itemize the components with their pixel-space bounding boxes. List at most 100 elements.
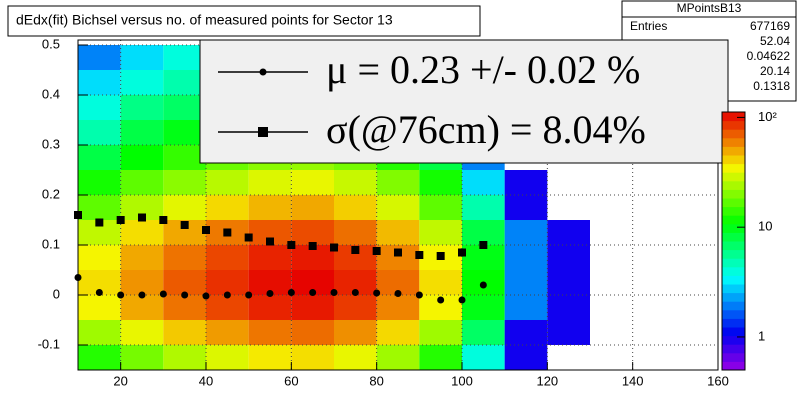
data-point bbox=[138, 213, 146, 222]
heatmap-cell bbox=[291, 220, 334, 245]
heatmap-cell bbox=[462, 245, 505, 270]
data-point bbox=[181, 291, 189, 299]
data-point bbox=[308, 242, 317, 250]
heatmap-cell bbox=[504, 320, 548, 345]
heatmap-cell bbox=[462, 220, 505, 245]
data-point bbox=[202, 292, 210, 300]
data-point bbox=[180, 221, 189, 229]
heatmap-cell bbox=[78, 345, 121, 370]
heatmap-cell bbox=[504, 220, 548, 245]
heatmap-cell bbox=[504, 295, 548, 320]
legend-marker bbox=[258, 127, 268, 137]
x-tick-label: 60 bbox=[284, 373, 298, 388]
stats-value: 0.1318 bbox=[753, 79, 790, 93]
heatmap-cell bbox=[78, 295, 121, 320]
heatmap-cell bbox=[163, 195, 206, 220]
heatmap-cell bbox=[206, 195, 249, 220]
heatmap-cell bbox=[206, 320, 249, 345]
heatmap-cell bbox=[163, 45, 206, 70]
heatmap-cell bbox=[376, 295, 420, 320]
heatmap-cell bbox=[334, 345, 377, 370]
y-tick-label: 0.5 bbox=[42, 36, 60, 51]
data-point bbox=[266, 237, 274, 246]
data-point bbox=[394, 248, 402, 257]
color-bar-band bbox=[722, 327, 745, 337]
heatmap-cell bbox=[547, 320, 590, 345]
color-bar-band bbox=[722, 258, 745, 268]
title-box bbox=[7, 5, 481, 37]
heatmap-cell bbox=[419, 170, 462, 195]
color-bar-band bbox=[722, 172, 745, 182]
heatmap-cell bbox=[78, 95, 121, 120]
data-point bbox=[159, 290, 167, 298]
heatmap-cell bbox=[78, 245, 121, 270]
z-tick-label: 10 bbox=[758, 219, 772, 234]
heatmap-cell bbox=[334, 170, 377, 195]
stats-label: Entries bbox=[630, 19, 667, 33]
heatmap-cell bbox=[547, 295, 590, 320]
color-bar-band bbox=[722, 146, 745, 156]
heatmap-cell bbox=[163, 145, 206, 170]
color-bar-band bbox=[722, 223, 745, 233]
y-tick-label: 0.4 bbox=[42, 86, 60, 101]
legend-marker bbox=[259, 68, 267, 76]
heatmap-cell bbox=[376, 195, 420, 220]
color-bar-band bbox=[722, 129, 745, 139]
x-tick-label: 140 bbox=[622, 373, 644, 388]
color-bar-band bbox=[722, 232, 745, 242]
heatmap-cell bbox=[78, 145, 121, 170]
data-point bbox=[458, 248, 466, 257]
heatmap-cell bbox=[376, 320, 420, 345]
heatmap-cell bbox=[547, 220, 590, 245]
heatmap-cell bbox=[334, 220, 377, 245]
heatmap-cell bbox=[291, 170, 334, 195]
data-point bbox=[479, 241, 488, 249]
heatmap-cell bbox=[419, 320, 462, 345]
heatmap-cell bbox=[120, 170, 164, 195]
heatmap-cell bbox=[419, 195, 462, 220]
color-bar-band bbox=[722, 112, 745, 122]
heatmap-cell bbox=[547, 245, 590, 270]
data-point bbox=[223, 291, 231, 299]
data-point bbox=[330, 289, 338, 296]
heatmap-cell bbox=[206, 245, 249, 270]
data-point bbox=[244, 233, 253, 242]
stats-value: 677169 bbox=[750, 19, 790, 33]
color-bar-band bbox=[722, 266, 745, 276]
heatmap-cell bbox=[504, 245, 548, 270]
heatmap-cell bbox=[547, 270, 590, 295]
heatmap-cell bbox=[163, 295, 206, 320]
color-bar-band bbox=[722, 206, 745, 216]
heatmap-cell bbox=[334, 320, 377, 345]
heatmap-cell bbox=[462, 170, 505, 195]
data-point bbox=[116, 216, 125, 224]
color-bar-band bbox=[722, 318, 745, 328]
heatmap-cell bbox=[206, 170, 249, 195]
data-point bbox=[415, 251, 424, 259]
color-bar-band bbox=[722, 155, 745, 165]
heatmap-cell bbox=[120, 320, 164, 345]
heatmap-cell bbox=[504, 170, 548, 195]
x-tick-label: 20 bbox=[113, 373, 127, 388]
heatmap-cell bbox=[78, 320, 121, 345]
y-tick-label: 0.3 bbox=[42, 136, 60, 151]
heatmap-cell bbox=[120, 145, 164, 170]
data-point bbox=[287, 241, 296, 249]
data-point bbox=[330, 243, 338, 252]
z-tick-label: 10² bbox=[758, 109, 777, 124]
z-tick-label: 1 bbox=[758, 328, 765, 343]
heatmap-cell bbox=[120, 70, 164, 95]
color-bar-band bbox=[722, 344, 745, 354]
heatmap-cell bbox=[206, 345, 249, 370]
x-tick-label: 40 bbox=[199, 373, 213, 388]
color-bar-band bbox=[722, 361, 745, 371]
data-point bbox=[223, 228, 232, 237]
data-point bbox=[138, 291, 146, 299]
heatmap-cell bbox=[334, 195, 377, 220]
color-bar-band bbox=[722, 309, 745, 319]
heatmap-cell bbox=[504, 270, 548, 295]
heatmap-cell bbox=[248, 295, 292, 320]
heatmap-cell bbox=[120, 345, 164, 370]
color-bar-band bbox=[722, 335, 745, 345]
